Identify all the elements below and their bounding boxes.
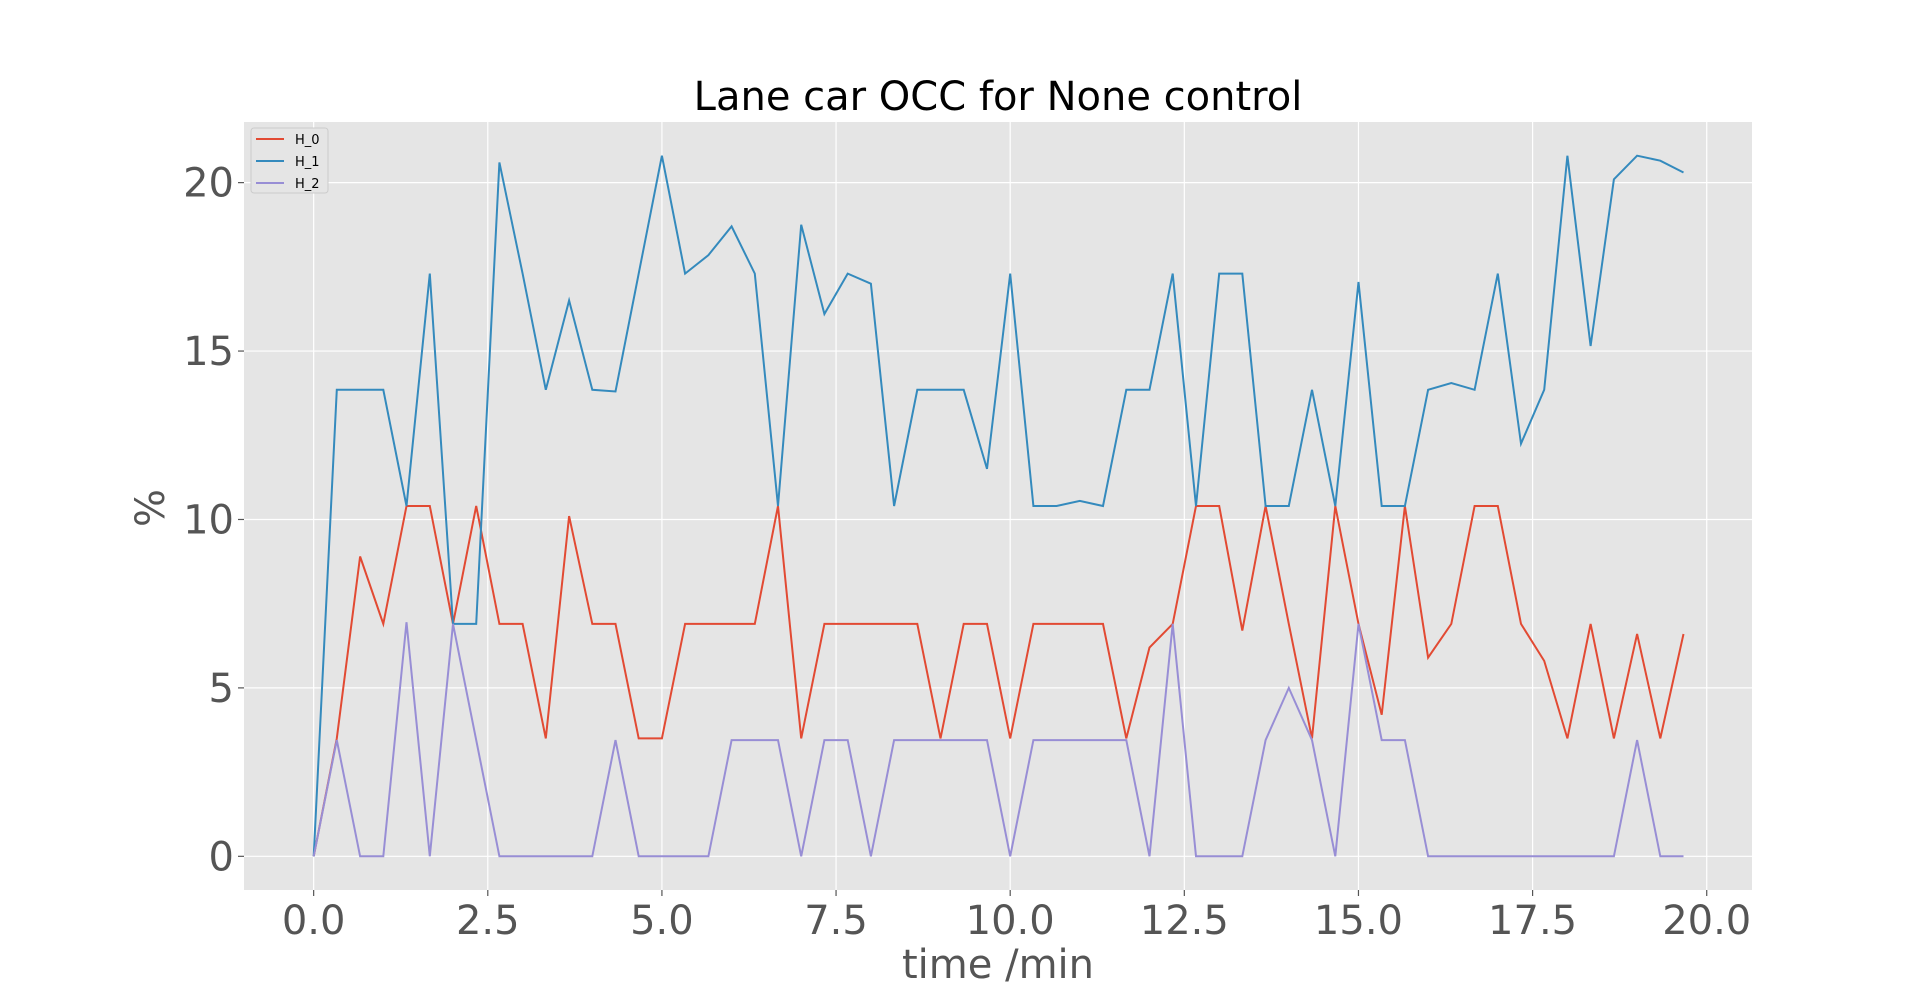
y-tick-label: 5 — [209, 666, 234, 712]
legend-label: H_2 — [295, 177, 320, 192]
x-tick-label: 17.5 — [1488, 898, 1577, 944]
x-tick-labels: 0.0 2.5 5.0 7.5 10.0 12.5 15.0 17.5 20.0 — [282, 898, 1751, 944]
y-tick-label: 10 — [183, 497, 234, 543]
y-tick-label: 15 — [183, 329, 234, 375]
x-tick-label: 15.0 — [1314, 898, 1403, 944]
legend: H_0 H_1 H_2 — [250, 127, 329, 194]
plot-background — [244, 122, 1752, 890]
series-group — [312, 154, 1685, 858]
x-tick-label: 2.5 — [456, 898, 520, 944]
y-axis-label: % — [128, 489, 174, 527]
tick-marks — [238, 182, 1708, 896]
y-tick-label: 0 — [209, 834, 234, 880]
x-tick-label: 20.0 — [1662, 898, 1751, 944]
series-line-h-0 — [312, 505, 1685, 857]
legend-label: H_0 — [295, 133, 320, 148]
legend-box — [250, 127, 329, 194]
series-line-h-1 — [312, 154, 1684, 857]
legend-label: H_1 — [295, 155, 320, 170]
x-tick-label: 0.0 — [282, 898, 346, 944]
x-tick-label: 10.0 — [966, 898, 1055, 944]
x-tick-label: 7.5 — [804, 898, 868, 944]
x-tick-label: 5.0 — [630, 898, 694, 944]
series-line-h-2 — [312, 622, 1684, 858]
chart-title: Lane car OCC for None control — [694, 74, 1303, 120]
x-tick-label: 12.5 — [1140, 898, 1229, 944]
y-tick-label: 20 — [183, 161, 234, 207]
x-axis-label: time /min — [902, 942, 1094, 988]
y-tick-labels: 0 5 10 15 20 — [183, 161, 234, 881]
